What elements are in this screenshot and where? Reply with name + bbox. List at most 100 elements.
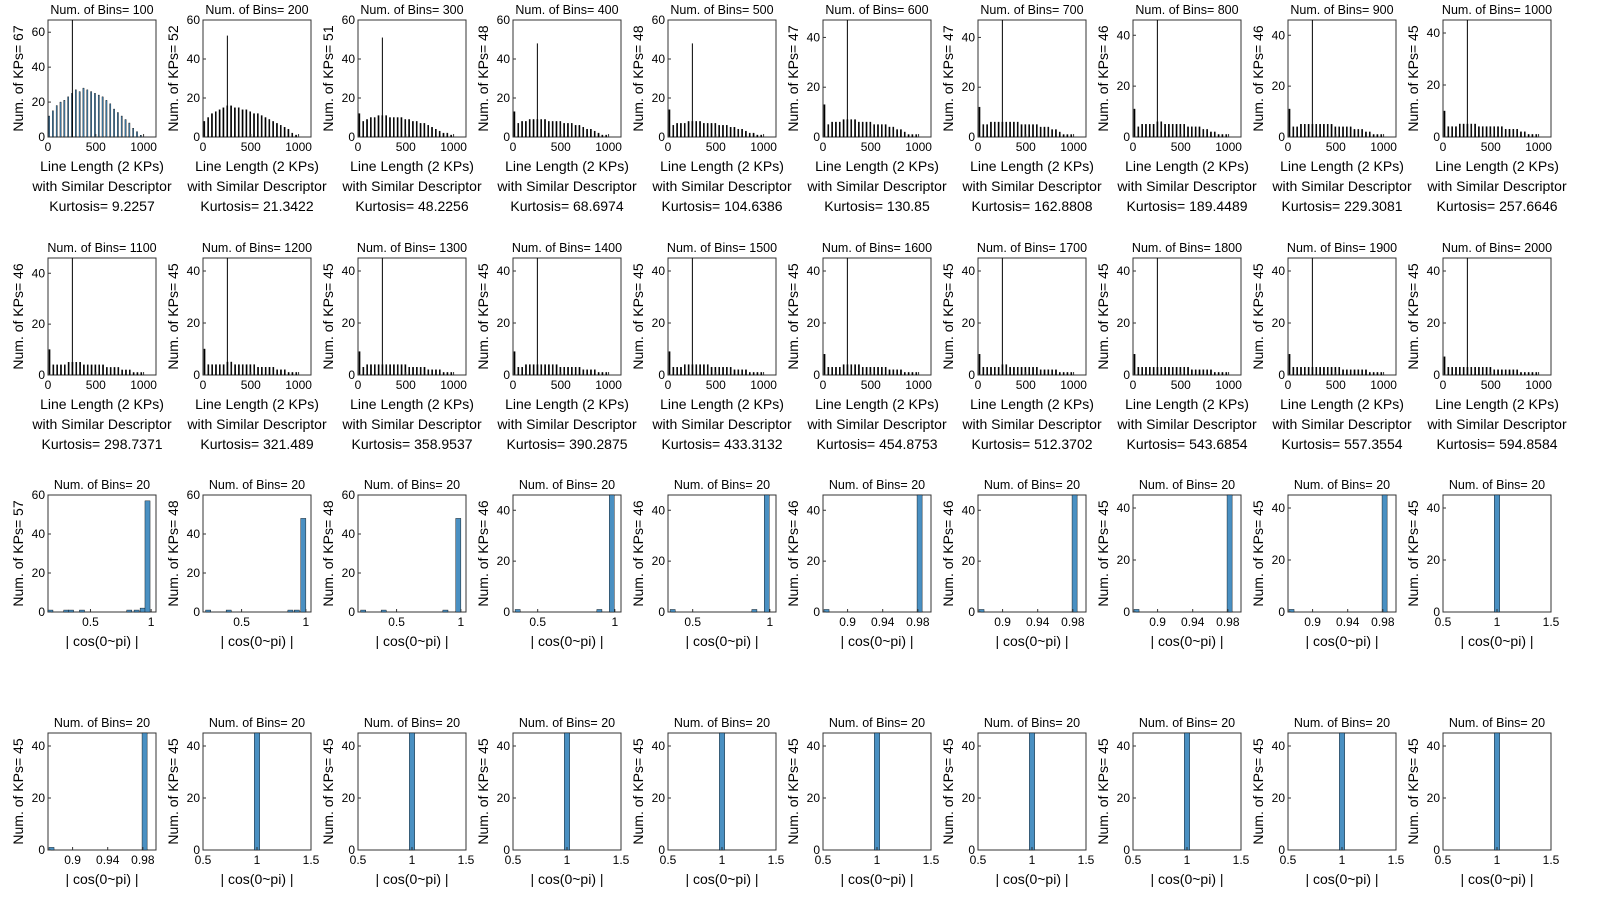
bar — [377, 115, 380, 138]
bar — [234, 364, 236, 376]
bar — [668, 351, 671, 376]
bar — [831, 121, 833, 138]
panel-20: 0 20 40 0 500 1000 Num. of Bins= 2000 Num. of K… — [1405, 241, 1567, 452]
bar — [225, 609, 232, 613]
bar — [86, 364, 89, 376]
bar — [551, 121, 554, 138]
bar — [982, 367, 985, 376]
kurtosis-label: Kurtosis= 104.6386 — [661, 198, 782, 214]
bar — [1194, 126, 1197, 138]
bar — [106, 367, 108, 376]
bar — [249, 111, 251, 138]
y-tick-label: 0 — [193, 605, 200, 619]
x-tick-label: 0.9 — [1304, 615, 1321, 629]
y-tick-label: 0 — [1123, 605, 1130, 619]
y-tick-label: 20 — [962, 316, 976, 330]
bar — [1516, 369, 1518, 376]
bar — [222, 107, 225, 138]
x-tick-label: 1000 — [130, 140, 157, 154]
y-tick-label: 40 — [1117, 501, 1131, 515]
bar — [1191, 369, 1193, 376]
bar — [590, 128, 592, 138]
x-tick-label: 0 — [820, 140, 827, 154]
bar — [264, 367, 267, 376]
x-tick-label: 1000 — [440, 378, 467, 392]
x-tick-label: 500 — [1171, 378, 1191, 392]
bar — [264, 117, 267, 138]
bar — [442, 372, 445, 376]
bar — [121, 369, 123, 376]
bar — [1187, 367, 1189, 376]
bar — [1028, 367, 1031, 376]
bar — [582, 369, 585, 376]
bar — [1149, 367, 1151, 376]
bar — [374, 364, 376, 376]
x-tick-label: 0.5 — [970, 853, 987, 867]
y-axis-label: Num. of KPs= 45 — [320, 263, 336, 369]
bar — [279, 125, 282, 138]
y-axis-label: Num. of KPs= 45 — [1250, 738, 1266, 844]
bar — [1062, 134, 1065, 138]
y-axis-label: Num. of KPs= 45 — [165, 738, 181, 844]
bar — [1303, 124, 1306, 138]
bar — [1508, 369, 1511, 376]
panel-title: Num. of Bins= 20 — [1139, 478, 1235, 492]
x-axis-label: with Similar Descriptor — [1116, 178, 1257, 194]
bar — [1292, 126, 1295, 138]
bar — [873, 124, 875, 138]
x-tick-label: 1000 — [130, 378, 157, 392]
bar — [63, 609, 69, 613]
bar — [881, 124, 883, 138]
bar — [1451, 126, 1453, 138]
x-tick-label: 500 — [1326, 140, 1346, 154]
x-axis-label: | cos(0~pi) | — [220, 633, 293, 649]
bar — [737, 128, 740, 138]
bar — [719, 732, 725, 851]
bar — [1141, 124, 1143, 138]
x-tick-label: 0.5 — [1125, 853, 1142, 867]
bar — [567, 367, 569, 376]
bar — [703, 364, 705, 376]
bar — [521, 121, 523, 138]
y-tick-label: 0 — [38, 843, 45, 857]
y-tick-label: 0 — [1433, 605, 1440, 619]
bar — [850, 119, 853, 138]
bar — [280, 369, 282, 376]
x-axis-label: with Similar Descriptor — [341, 416, 482, 432]
bar — [1524, 372, 1526, 376]
bar — [283, 127, 286, 138]
x-axis-label: | cos(0~pi) | — [1150, 633, 1223, 649]
y-axis-label: Num. of KPs= 52 — [165, 25, 181, 131]
bar — [140, 135, 142, 138]
bar — [117, 112, 119, 138]
x-tick-label: 0.9 — [839, 615, 856, 629]
kurtosis-label: Kurtosis= 162.8808 — [971, 198, 1092, 214]
panel-title: Num. of Bins= 100 — [50, 3, 153, 17]
panel-title: Num. of Bins= 400 — [515, 3, 618, 17]
y-tick-label: 0 — [658, 368, 665, 382]
x-tick-label: 0 — [510, 378, 517, 392]
bar — [555, 121, 558, 138]
bar — [1478, 367, 1480, 376]
bar — [1462, 123, 1465, 138]
y-axis-label: Num. of KPs= 45 — [940, 263, 956, 369]
bar — [59, 101, 62, 138]
bar — [1326, 124, 1329, 138]
bar — [1357, 369, 1360, 376]
x-axis-label: | cos(0~pi) | — [375, 633, 448, 649]
bar — [916, 494, 923, 613]
bar — [1133, 108, 1136, 138]
bar — [79, 609, 85, 613]
y-tick-label: 0 — [503, 605, 510, 619]
bar — [574, 125, 577, 138]
bar — [529, 364, 531, 376]
bar — [888, 126, 891, 138]
bar — [94, 93, 96, 138]
bar — [408, 367, 411, 376]
panel-37: 0 20 40 0.5 1 1.5 Num. of Bins= 20 Num. of KPs=… — [940, 716, 1095, 887]
x-tick-label: 1 — [1494, 853, 1501, 867]
bar — [120, 115, 123, 138]
axes-box — [1442, 19, 1552, 138]
bar — [1029, 732, 1035, 851]
bar — [733, 369, 736, 376]
